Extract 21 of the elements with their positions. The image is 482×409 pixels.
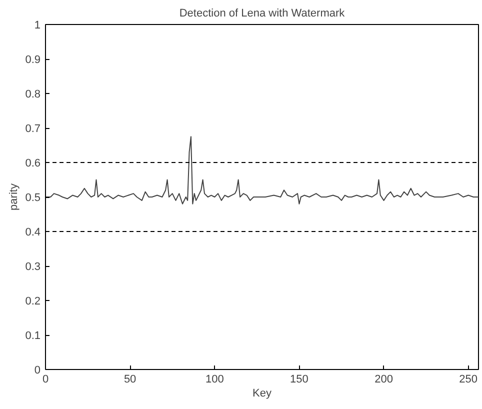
- y-tick-label: 1: [34, 20, 41, 32]
- x-tick-label: 0: [42, 374, 49, 386]
- line-series: [46, 136, 478, 204]
- y-tick-label: 0.8: [25, 88, 41, 100]
- x-tick-label: 50: [124, 374, 136, 386]
- x-tick-label: 200: [374, 374, 393, 386]
- y-tick-label: 0.5: [25, 192, 41, 204]
- y-tick-label: 0.4: [25, 226, 41, 238]
- y-tick-label: 0.2: [25, 296, 41, 308]
- y-tick-label: 0.7: [25, 123, 41, 135]
- x-axis-title: Key: [252, 388, 272, 400]
- y-tick-label: 0.3: [25, 261, 41, 273]
- y-tick-label: 0.9: [25, 54, 41, 66]
- x-tick-label: 100: [205, 374, 224, 386]
- y-tick-label: 0: [34, 364, 41, 376]
- chart-title: Detection of Lena with Watermark: [179, 8, 346, 20]
- y-tick-label: 0.1: [25, 330, 41, 342]
- x-tick-label: 250: [459, 374, 478, 386]
- y-tick-label: 0.6: [25, 158, 41, 170]
- x-tick-label: 150: [290, 374, 308, 386]
- y-axis-title: parity: [8, 183, 20, 210]
